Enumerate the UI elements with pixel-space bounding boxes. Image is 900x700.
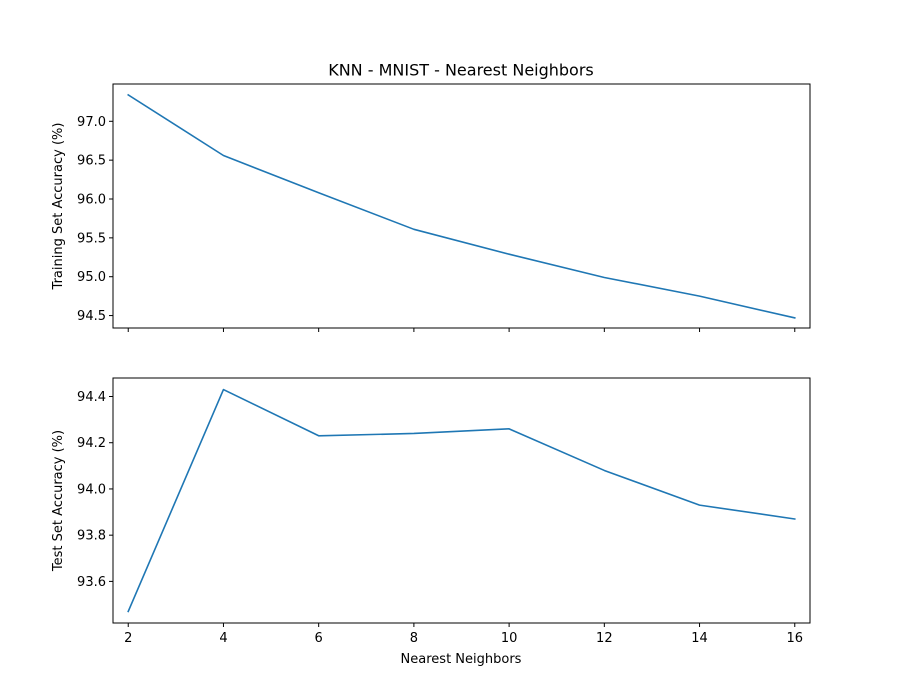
test-x-tick-label: 10 (501, 631, 518, 646)
training-y-tick-label: 95.5 (77, 231, 106, 246)
test-y-tick-label: 94.2 (77, 436, 106, 451)
chart-title: KNN - MNIST - Nearest Neighbors (328, 61, 594, 80)
training-y-tick-label: 97.0 (77, 115, 106, 130)
test-x-tick-label: 8 (410, 631, 418, 646)
test-x-tick-label: 2 (124, 631, 132, 646)
test-accuracy-line (127, 388, 796, 613)
training-accuracy-marks: 94.5 95.0 95.5 96.0 96.5 97.0 (77, 93, 796, 332)
test-y-tick-label: 93.8 (77, 529, 106, 544)
test-x-tick-label: 16 (786, 631, 803, 646)
training-y-tick-label: 96.5 (77, 154, 106, 169)
test-accuracy-marks: 93.6 93.8 94.0 94.2 94.4 2 4 6 8 10 12 14 16 (77, 388, 803, 646)
test-y-tick-label: 94.4 (77, 390, 106, 405)
test-y-tick-label: 93.6 (77, 575, 106, 590)
test-x-tick-label: 6 (315, 631, 323, 646)
training-y-tick-label: 96.0 (77, 193, 106, 208)
training-y-tick-label: 94.5 (77, 309, 106, 324)
training-accuracy-line (127, 93, 796, 319)
training-y-axis-label: Training Set Accuracy (%) (51, 123, 66, 291)
training-plot-frame (112, 83, 811, 329)
test-x-tick-label: 4 (219, 631, 227, 646)
test-y-tick-label: 94.0 (77, 482, 106, 497)
training-accuracy-subplot: 94.5 95.0 95.5 96.0 96.5 97.0 Training Set Ac… (51, 83, 811, 332)
test-accuracy-subplot: 93.6 93.8 94.0 94.2 94.4 2 4 6 8 10 12 14 16 Test Se… (51, 377, 811, 646)
test-x-tick-label: 14 (691, 631, 708, 646)
training-y-tick-label: 95.0 (77, 270, 106, 285)
test-x-tick-label: 12 (596, 631, 613, 646)
test-y-axis-label: Test Set Accuracy (%) (51, 430, 66, 572)
x-axis-label: Nearest Neighbors (401, 652, 522, 667)
test-plot-frame (112, 377, 811, 624)
